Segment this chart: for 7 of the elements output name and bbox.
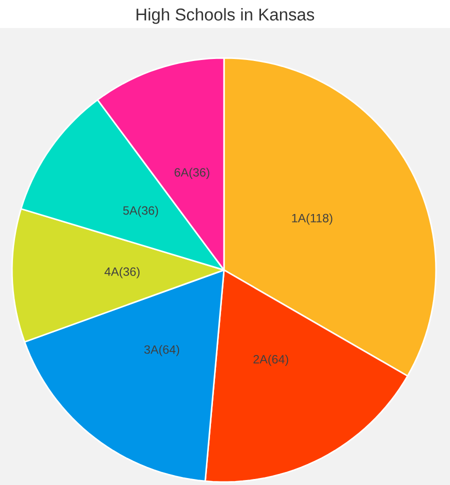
slice-label: 1A(118) [292, 214, 332, 225]
slice-label: 5A(36) [123, 206, 158, 218]
slice-label: 3A(64) [144, 345, 180, 356]
chart-title: High Schools in Kansas [136, 8, 314, 24]
slice-label: 4A(36) [104, 267, 140, 278]
slice-label: 6A(36) [174, 168, 210, 179]
slice-label: 2A(64) [254, 354, 288, 366]
